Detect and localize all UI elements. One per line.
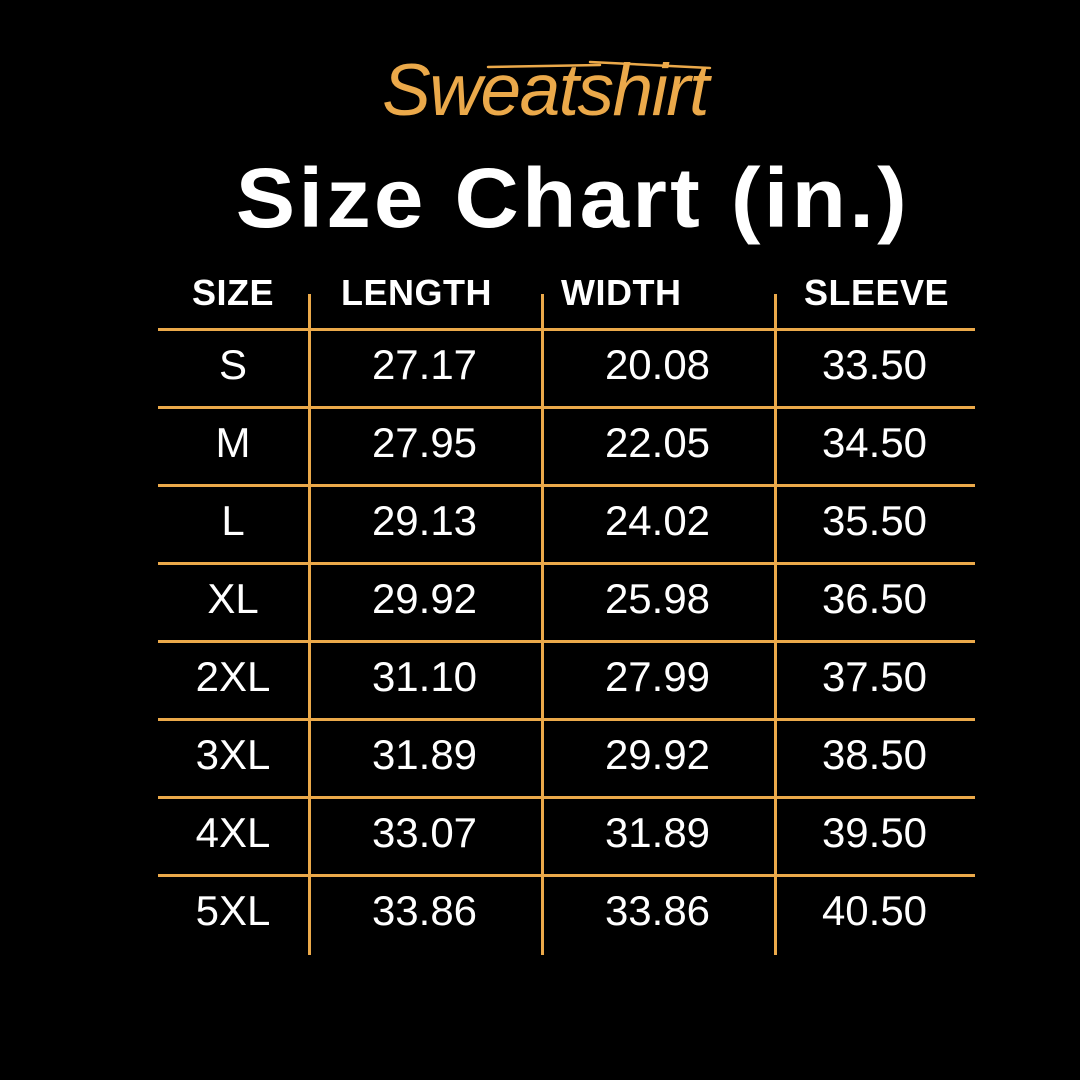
svg-text:Sweatshirt: Sweatshirt [382, 50, 712, 131]
